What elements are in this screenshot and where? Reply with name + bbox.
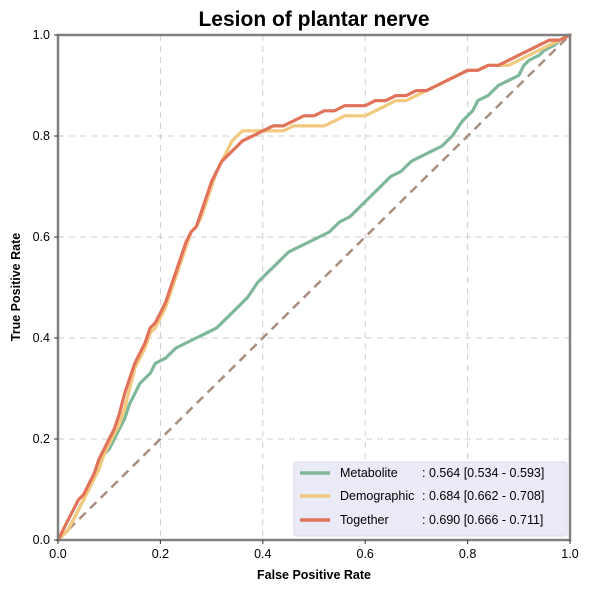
series-line-together <box>56 33 572 542</box>
legend-value-metabolite: : 0.564 [0.534 - 0.593] <box>422 466 544 480</box>
legend-label-together: Together <box>340 513 389 527</box>
y-tick-label: 0.4 <box>33 331 50 345</box>
y-ticks: 0.0 0.2 0.4 0.6 0.8 1.0 <box>33 28 58 547</box>
y-axis-label: True Positive Rate <box>9 233 23 341</box>
x-tick-label: 0.8 <box>459 547 476 561</box>
x-tick-label: 1.0 <box>561 547 578 561</box>
series-lines <box>56 33 572 542</box>
plot-border <box>56 33 572 542</box>
plot-frame <box>56 33 572 542</box>
legend-background <box>293 461 568 537</box>
y-tick-label: 0.0 <box>33 533 50 547</box>
x-tick-label: 0.4 <box>254 547 271 561</box>
x-tick-label: 0.6 <box>357 547 374 561</box>
legend: Metabolite : 0.564 [0.534 - 0.593] Demog… <box>293 461 568 537</box>
x-tick-label: 0.2 <box>152 547 169 561</box>
grid <box>58 35 570 540</box>
y-tick-label: 0.8 <box>33 129 50 143</box>
legend-label-demographic: Demographic <box>340 489 414 503</box>
y-tick-label: 1.0 <box>33 28 50 42</box>
y-tick-label: 0.2 <box>33 432 50 446</box>
y-tick-label: 0.6 <box>33 230 50 244</box>
legend-value-demographic: : 0.684 [0.662 - 0.708] <box>422 489 544 503</box>
legend-item-demographic: Demographic : 0.684 [0.662 - 0.708] <box>300 489 544 503</box>
x-axis-label: False Positive Rate <box>257 568 371 582</box>
legend-value-together: : 0.690 [0.666 - 0.711] <box>422 513 543 527</box>
legend-item-together: Together : 0.690 [0.666 - 0.711] <box>300 513 543 527</box>
x-tick-label: 0.0 <box>49 547 66 561</box>
series-line-metabolite <box>56 33 572 542</box>
x-ticks: 0.0 0.2 0.4 0.6 0.8 1.0 <box>49 540 579 561</box>
legend-item-metabolite: Metabolite : 0.564 [0.534 - 0.593] <box>300 466 544 480</box>
chart-title: Lesion of plantar nerve <box>198 8 429 31</box>
legend-label-metabolite: Metabolite <box>340 466 398 480</box>
